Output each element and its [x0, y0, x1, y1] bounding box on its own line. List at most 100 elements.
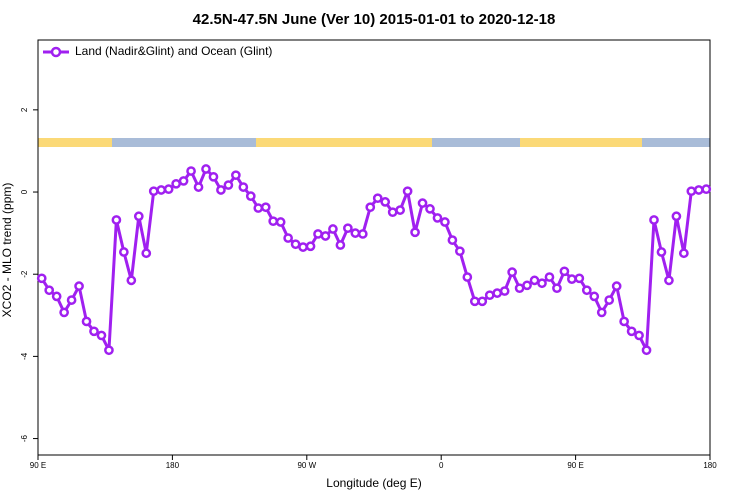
data-point — [59, 307, 69, 318]
y-tick-label: -2 — [20, 270, 29, 278]
data-point — [305, 241, 316, 252]
data-point — [193, 182, 204, 192]
data-point — [283, 233, 293, 243]
x-tick-label: 180 — [166, 461, 180, 470]
data-point — [74, 281, 84, 291]
plot-frame — [37, 39, 711, 456]
data-point — [567, 274, 577, 284]
y-tick-label: -6 — [20, 434, 29, 442]
data-point — [656, 247, 667, 257]
data-point — [626, 326, 637, 337]
data-point — [216, 185, 226, 195]
x-tick-label: 180 — [703, 461, 717, 470]
data-point — [126, 275, 137, 286]
data-point — [440, 217, 450, 227]
data-point — [66, 295, 77, 305]
data-point — [186, 166, 196, 176]
data-point — [514, 283, 525, 294]
data-point — [634, 330, 644, 341]
data-point — [275, 217, 286, 227]
data-point — [671, 211, 682, 222]
data-point — [350, 228, 361, 238]
data-point — [343, 223, 353, 234]
data-point — [432, 213, 443, 223]
data-point — [596, 307, 607, 318]
data-point — [395, 205, 405, 215]
data-point — [469, 296, 480, 307]
data-point — [156, 185, 167, 195]
data-point — [96, 330, 107, 341]
data-point — [313, 229, 323, 239]
data-point — [365, 202, 376, 213]
data-point — [223, 180, 234, 190]
y-tick-label: 0 — [20, 189, 29, 194]
data-point — [611, 281, 622, 291]
data-point — [89, 326, 99, 337]
data-point — [507, 267, 517, 278]
x-tick-label: 90 W — [297, 461, 316, 470]
data-point — [201, 164, 211, 174]
legend-label: Land (Nadir&Glint) and Ocean (Glint) — [75, 44, 272, 58]
data-point — [171, 178, 181, 189]
legend-marker — [50, 46, 62, 58]
data-point — [402, 186, 413, 197]
x-tick-label: 90 E — [30, 461, 46, 470]
data-point — [372, 193, 383, 204]
data-point — [649, 215, 659, 225]
data-point — [141, 248, 152, 259]
data-point — [544, 272, 555, 282]
data-point — [462, 272, 473, 282]
data-point — [245, 191, 256, 201]
data-point — [604, 295, 615, 305]
data-point — [492, 288, 503, 298]
data-point — [552, 283, 562, 294]
data-point — [163, 184, 174, 195]
data-point — [260, 202, 271, 213]
x-tick-label: 0 — [439, 461, 444, 470]
data-point — [664, 275, 674, 286]
x-tick-label: 90 E — [567, 461, 583, 470]
data-point — [387, 207, 398, 218]
data-point — [529, 275, 540, 286]
data-point — [238, 182, 249, 192]
data-point — [559, 266, 570, 277]
data-point — [253, 203, 264, 213]
data-point — [619, 316, 629, 327]
data-point — [686, 186, 697, 197]
data-point — [81, 316, 92, 327]
data-point — [36, 273, 47, 284]
x-axis-label: Longitude (deg E) — [326, 476, 421, 490]
data-point — [537, 278, 547, 289]
chart-title: 42.5N-47.5N June (Ver 10) 2015-01-01 to … — [193, 11, 556, 28]
data-point — [51, 291, 62, 302]
data-point — [208, 171, 219, 182]
y-axis-label: XCO2 - MLO trend (ppm) — [0, 183, 14, 318]
data-point — [679, 248, 689, 259]
data-point — [410, 227, 420, 238]
data-point — [574, 273, 585, 284]
data-point — [522, 280, 532, 291]
data-point — [231, 170, 241, 181]
data-point — [484, 290, 495, 301]
data-point — [178, 176, 189, 186]
land-ocean-strip — [38, 138, 710, 147]
data-point — [320, 231, 331, 241]
data-point — [477, 296, 488, 307]
data-point — [133, 211, 144, 222]
data-point — [425, 204, 435, 214]
data-point — [357, 229, 368, 239]
data-point — [111, 215, 122, 225]
data-point — [581, 285, 592, 296]
data-point — [701, 184, 712, 195]
data-point — [589, 291, 600, 302]
data-point — [104, 345, 114, 356]
data-point — [499, 286, 510, 296]
y-tick-label: -4 — [20, 352, 29, 360]
data-point — [298, 242, 308, 252]
data-point — [119, 247, 129, 257]
data-point — [335, 240, 346, 250]
data-point — [290, 239, 301, 250]
data-point — [328, 224, 338, 234]
data-point — [148, 186, 159, 197]
